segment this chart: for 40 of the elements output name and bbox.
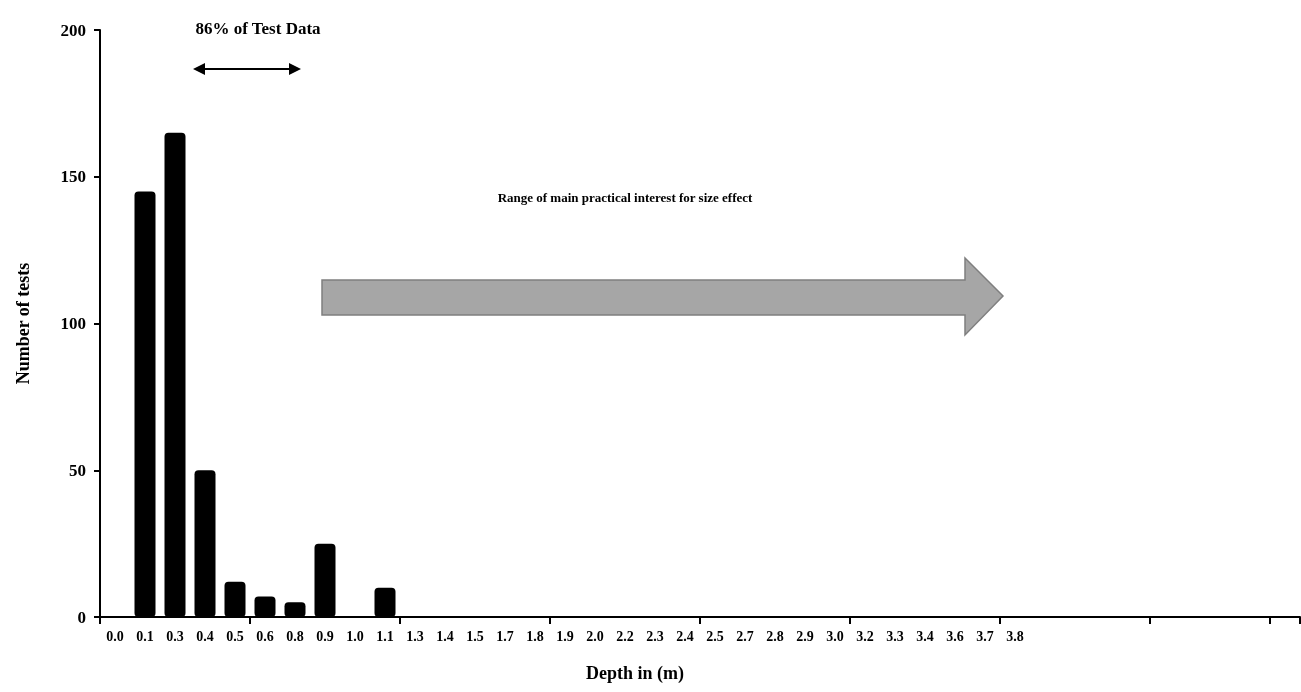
x-tick-label: 3.3 xyxy=(886,628,904,644)
x-tick-label: 1.4 xyxy=(436,628,454,644)
x-tick-label: 3.7 xyxy=(976,628,994,644)
x-tick-label: 0.9 xyxy=(316,628,334,644)
x-tick-label: 1.0 xyxy=(346,628,364,644)
x-tick-label: 0.4 xyxy=(196,628,214,644)
x-tick-label: 3.6 xyxy=(946,628,964,644)
x-tick-label: 2.8 xyxy=(766,628,784,644)
x-tick-label: 3.8 xyxy=(1006,628,1024,644)
x-tick-label: 0.6 xyxy=(256,628,274,644)
y-tick-label: 150 xyxy=(60,167,86,187)
y-tick-label: 0 xyxy=(77,607,86,627)
x-tick-label: 3.0 xyxy=(826,628,844,644)
x-tick-label: 2.4 xyxy=(676,628,694,644)
x-tick-label: 1.7 xyxy=(496,628,514,644)
x-tick-label: 0.1 xyxy=(136,628,154,644)
y-tick-label: 50 xyxy=(69,460,86,480)
x-axis-title: Depth in (m) xyxy=(586,663,684,684)
x-tick-label: 2.3 xyxy=(646,628,664,644)
x-tick-label: 3.2 xyxy=(856,628,874,644)
y-axis-title: Number of tests xyxy=(13,262,33,385)
y-tick-label: 200 xyxy=(60,20,86,40)
x-tick-label: 1.3 xyxy=(406,628,424,644)
x-tick-label: 0.0 xyxy=(106,628,124,644)
x-tick-label: 0.3 xyxy=(166,628,184,644)
x-tick-label: 1.8 xyxy=(526,628,544,644)
x-tick-label: 1.9 xyxy=(556,628,574,644)
x-tick-label: 2.2 xyxy=(616,628,634,644)
annotation: Range of main practical interest for size effect xyxy=(497,189,754,205)
x-tick-label: 2.9 xyxy=(796,628,814,644)
annotation: 86% of Test Data xyxy=(195,18,322,38)
x-tick-label: 2.7 xyxy=(736,628,754,644)
x-tick-label: 2.0 xyxy=(586,628,604,644)
y-tick-label: 100 xyxy=(60,314,86,333)
x-tick-label: 0.8 xyxy=(286,628,304,644)
x-tick-label: 3.4 xyxy=(916,628,934,644)
x-tick-label: 2.5 xyxy=(706,628,724,644)
x-tick-label: 1.5 xyxy=(466,628,484,644)
x-tick-label: 1.1 xyxy=(376,628,394,644)
x-tick-label: 0.5 xyxy=(226,628,244,644)
